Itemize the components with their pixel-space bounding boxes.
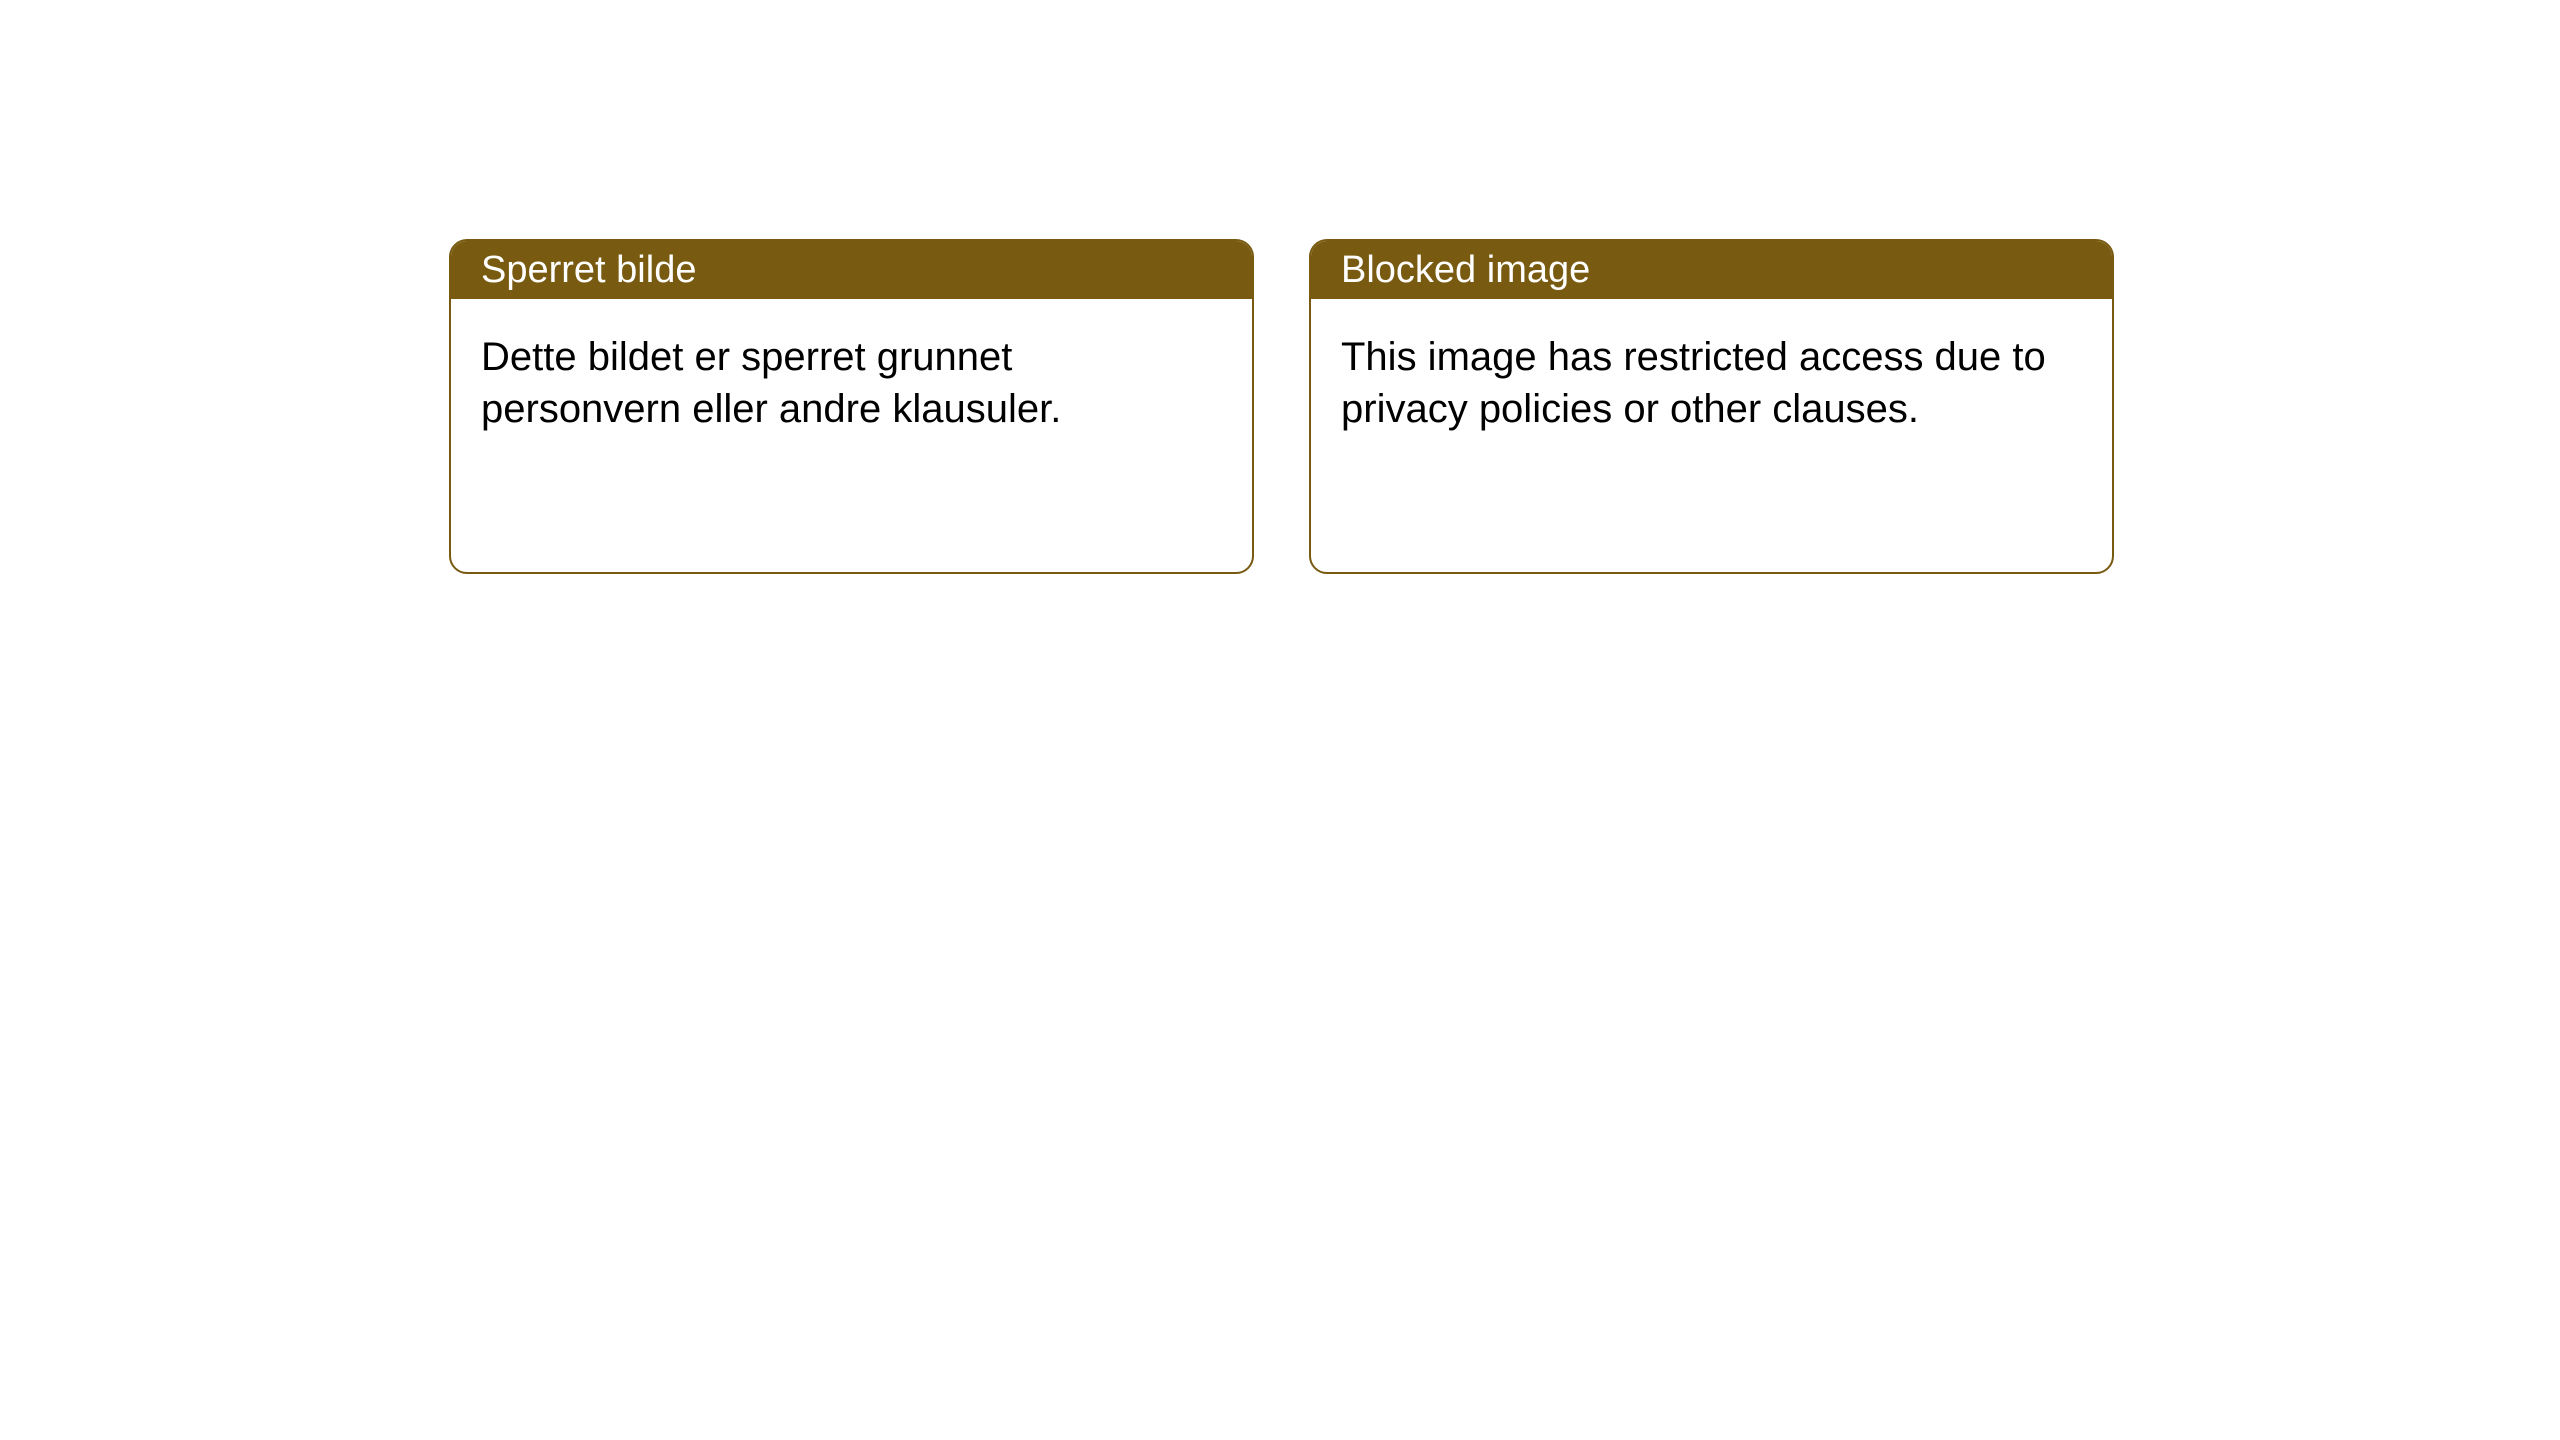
card-title: Sperret bilde <box>481 249 696 292</box>
notice-card-norwegian: Sperret bilde Dette bildet er sperret gr… <box>449 239 1254 574</box>
card-header: Blocked image <box>1311 241 2112 299</box>
card-header: Sperret bilde <box>451 241 1252 299</box>
card-body: Dette bildet er sperret grunnet personve… <box>451 299 1252 467</box>
notice-card-english: Blocked image This image has restricted … <box>1309 239 2114 574</box>
card-body-text: This image has restricted access due to … <box>1341 335 2046 431</box>
card-body-text: Dette bildet er sperret grunnet personve… <box>481 335 1061 431</box>
card-body: This image has restricted access due to … <box>1311 299 2112 467</box>
card-title: Blocked image <box>1341 249 1590 292</box>
notice-cards-container: Sperret bilde Dette bildet er sperret gr… <box>449 239 2114 574</box>
